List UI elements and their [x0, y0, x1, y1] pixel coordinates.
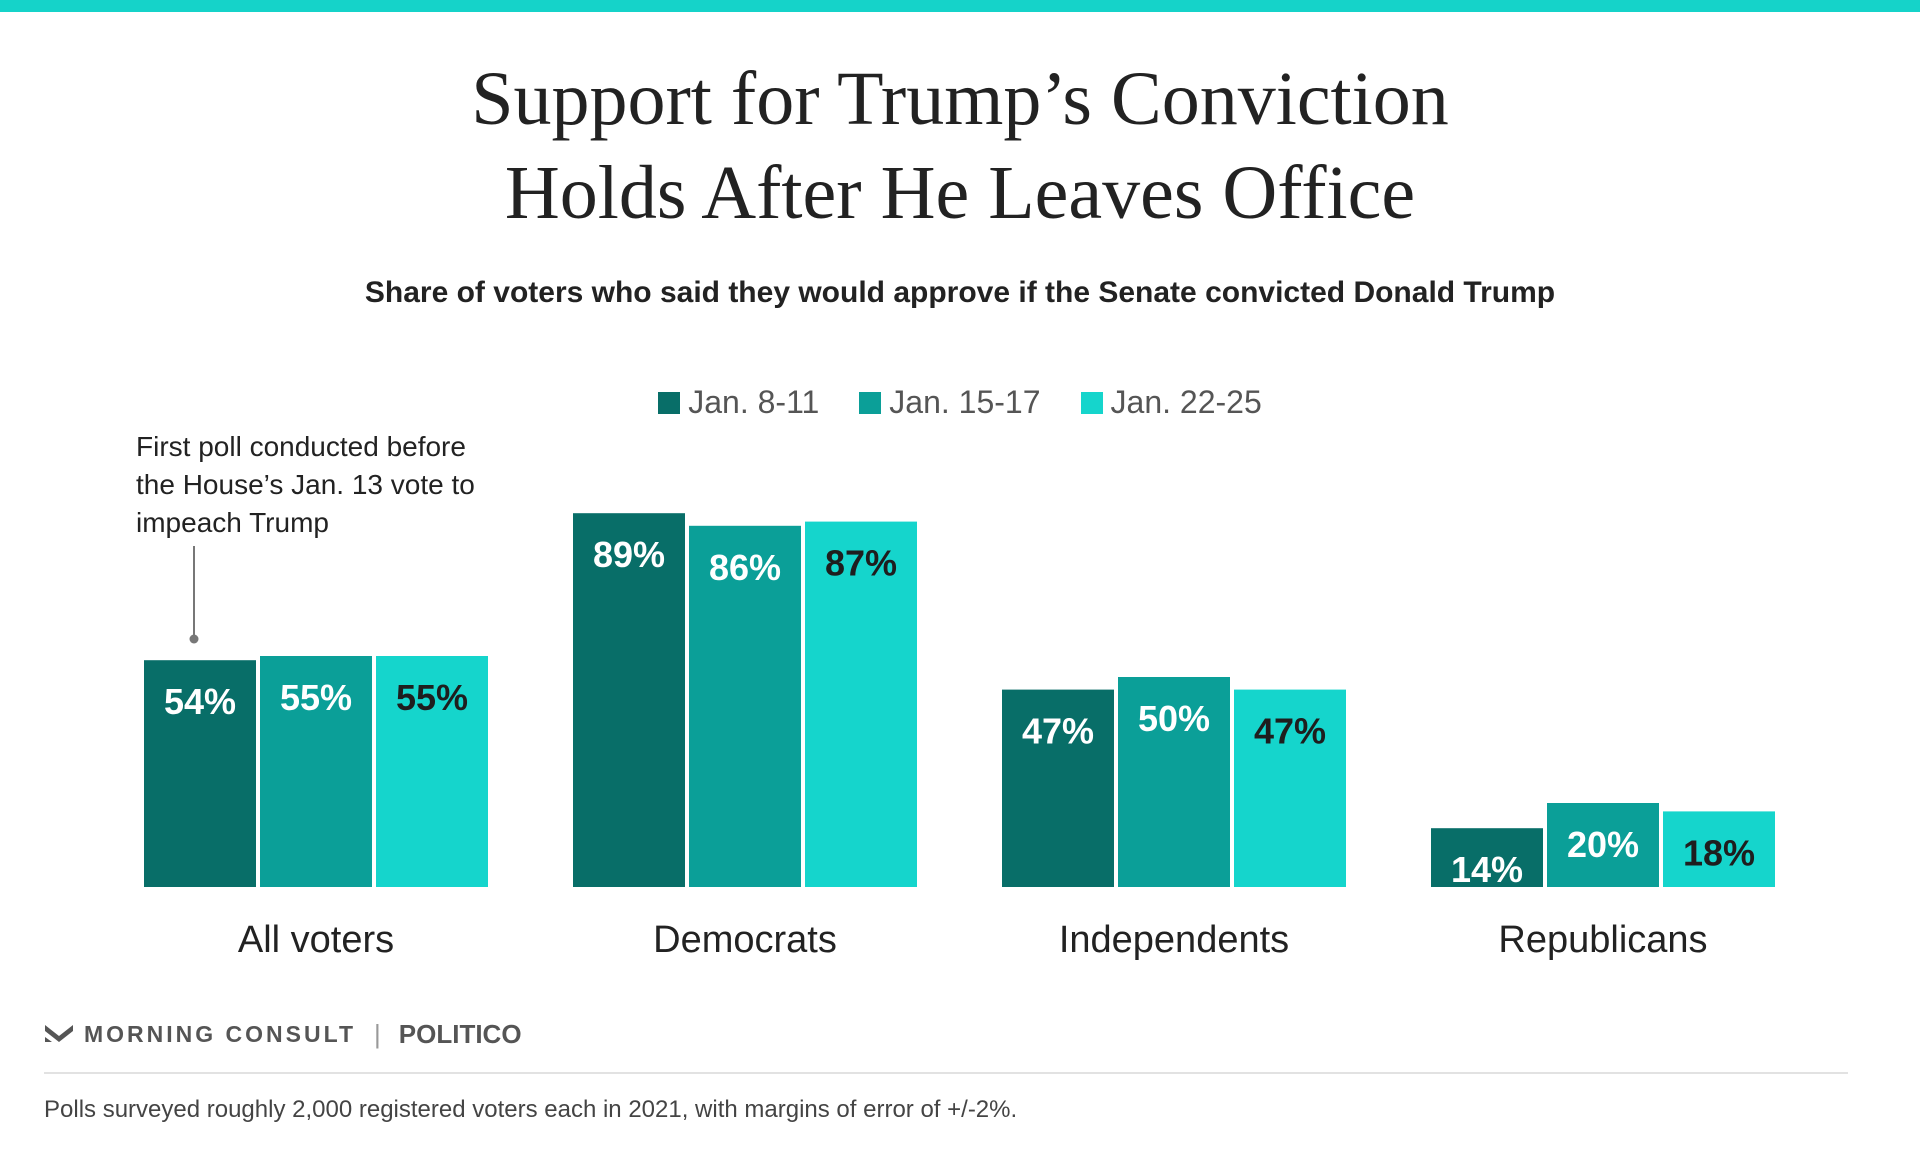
bar-independents-series-1	[1002, 689, 1114, 887]
legend-swatch-jan-15-17	[859, 391, 882, 414]
data-label-all-voters-series-1: 54%	[164, 681, 236, 722]
category-label-independents: Independents	[1059, 919, 1289, 961]
brand-morning-consult: MORNING CONSULT	[84, 1020, 357, 1047]
footer-divider	[44, 1072, 1848, 1074]
data-label-republicans-series-2: 20%	[1567, 824, 1639, 865]
chart-title-line-1: Support for Trump’s Conviction	[471, 57, 1449, 141]
bar-democrats-series-3	[805, 521, 917, 887]
annotation-line-2: the House’s Jan. 13 vote to	[136, 469, 475, 500]
bar-democrats-series-2	[689, 525, 801, 887]
bar-democrats-series-1	[573, 513, 685, 887]
data-label-democrats-series-1: 89%	[593, 534, 665, 575]
data-label-all-voters-series-2: 55%	[280, 677, 352, 718]
bar-republicans-series-1	[1431, 828, 1543, 887]
data-label-independents-series-3: 47%	[1254, 711, 1326, 752]
brand-footer: MORNING CONSULT | POLITICO	[44, 1016, 522, 1052]
brand-politico: POLITICO	[398, 1018, 522, 1049]
data-label-independents-series-1: 47%	[1022, 711, 1094, 752]
data-label-republicans-series-3: 18%	[1683, 832, 1755, 873]
chart-title-line-2: Holds After He Leaves Office	[504, 151, 1416, 235]
chart-legend: Jan. 8-11 Jan. 15-17 Jan. 22-25	[0, 384, 1920, 421]
bar-all-voters-series-2	[260, 656, 372, 887]
legend-swatch-jan-22-25	[1080, 391, 1103, 414]
legend-label-jan-15-17: Jan. 15-17	[889, 384, 1041, 420]
legend-item-jan-15-17: Jan. 15-17	[859, 384, 1041, 421]
legend-item-jan-22-25: Jan. 22-25	[1080, 384, 1262, 421]
annotation-line-3: impeach Trump	[136, 507, 329, 538]
data-label-democrats-series-2: 86%	[709, 547, 781, 588]
legend-swatch-jan-8-11	[658, 391, 681, 414]
data-label-republicans-series-1: 14%	[1451, 849, 1523, 890]
brand-separator: |	[374, 1018, 381, 1049]
bar-all-voters-series-3	[376, 656, 488, 887]
legend-label-jan-8-11: Jan. 8-11	[688, 384, 820, 420]
chart-title: Support for Trump’s Conviction Holds Aft…	[0, 52, 1920, 240]
bar-independents-series-2	[1118, 677, 1230, 887]
morning-consult-logo-icon	[45, 1025, 73, 1042]
top-accent-bar	[0, 0, 1920, 12]
data-label-all-voters-series-3: 55%	[396, 677, 468, 718]
category-label-republicans: Republicans	[1498, 919, 1707, 961]
footnote: Polls surveyed roughly 2,000 registered …	[44, 1096, 1018, 1123]
data-label-independents-series-2: 50%	[1138, 698, 1210, 739]
data-label-democrats-series-3: 87%	[825, 543, 897, 584]
legend-item-jan-8-11: Jan. 8-11	[658, 384, 819, 421]
category-label-democrats: Democrats	[653, 919, 837, 961]
chart-subtitle: Share of voters who said they would appr…	[364, 276, 1556, 309]
annotation-first-poll: First poll conducted before the House’s …	[136, 428, 556, 542]
category-label-all-voters: All voters	[238, 919, 394, 961]
bar-republicans-series-2	[1547, 803, 1659, 887]
bar-all-voters-series-1	[144, 660, 256, 887]
annotation-line-1: First poll conducted before	[136, 431, 466, 462]
legend-label-jan-22-25: Jan. 22-25	[1110, 384, 1262, 420]
annotation-leader-dot	[189, 634, 199, 644]
bar-independents-series-3	[1234, 689, 1346, 887]
bar-republicans-series-3	[1663, 811, 1775, 887]
